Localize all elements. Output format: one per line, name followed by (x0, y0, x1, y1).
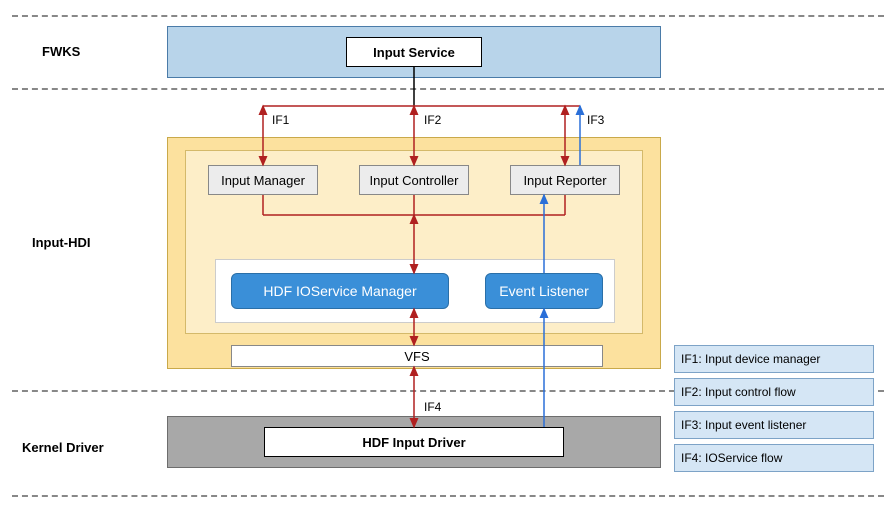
node-input-reporter: Input Reporter (510, 165, 620, 195)
node-input-manager: Input Manager (208, 165, 318, 195)
node-vfs: VFS (231, 345, 603, 367)
dash-2 (12, 88, 884, 90)
legend-if1: IF1: Input device manager (674, 345, 874, 373)
legend-if2: IF2: Input control flow (674, 378, 874, 406)
dash-4 (12, 495, 884, 497)
legend-if3: IF3: Input event listener (674, 411, 874, 439)
label-hdi: Input-HDI (32, 235, 90, 250)
legend-if4: IF4: IOService flow (674, 444, 874, 472)
node-input-controller: Input Controller (359, 165, 469, 195)
node-event-listener: Event Listener (485, 273, 603, 309)
node-input-service: Input Service (346, 37, 482, 67)
label-kernel: Kernel Driver (22, 440, 104, 455)
if3-label: IF3 (587, 113, 604, 127)
if2-label: IF2 (424, 113, 441, 127)
node-hdf-ioservice: HDF IOService Manager (231, 273, 449, 309)
if4-label: IF4 (424, 400, 441, 414)
node-hdf-input-driver: HDF Input Driver (264, 427, 564, 457)
if1-label: IF1 (272, 113, 289, 127)
dash-1 (12, 15, 884, 17)
label-fwks: FWKS (42, 44, 80, 59)
